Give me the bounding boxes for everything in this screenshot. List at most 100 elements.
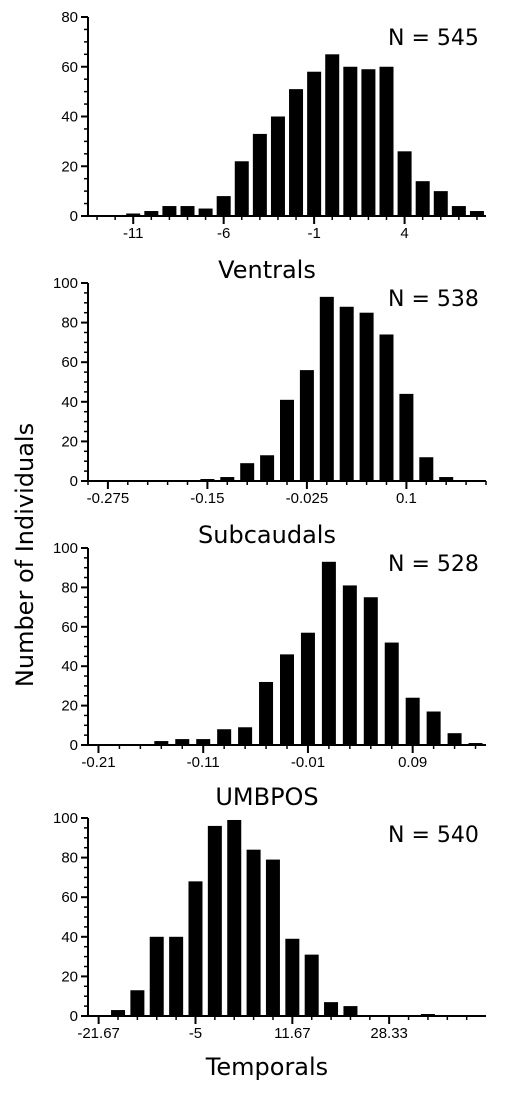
histogram-bar	[234, 161, 249, 216]
histogram-bar	[289, 89, 304, 216]
x-tick-label: 4	[400, 225, 408, 242]
histogram-panel: 0 20 40 60 80 100 -0.21 -0.11 -0.01 0.09 UMBPOS N =…	[53, 540, 486, 811]
histogram-bar	[405, 697, 420, 745]
histogram-bar	[259, 681, 274, 745]
x-axis-label: Subcaudals	[198, 521, 336, 549]
x-axis-label: Ventrals	[218, 256, 316, 284]
y-tick-label: 60	[61, 59, 78, 76]
histogram-bar	[180, 206, 195, 216]
y-tick-label: 60	[61, 889, 78, 906]
histogram-panel: 0 20 40 60 80 -11 -6 -1 4 Ventrals N = 545	[61, 9, 486, 284]
histogram-bar	[321, 561, 336, 745]
histogram-bar	[130, 990, 145, 1016]
x-tick-label: -0.01	[291, 754, 325, 771]
histogram-bar	[451, 206, 466, 216]
histogram-bar	[419, 457, 434, 481]
x-tick-label: 28.33	[370, 1025, 408, 1042]
y-tick-label: 40	[61, 394, 78, 411]
histogram-bar	[246, 849, 261, 1016]
histogram-bar	[439, 477, 454, 481]
x-tick-label: -5	[189, 1025, 202, 1042]
histogram-bar	[343, 66, 358, 216]
y-tick-label: 40	[61, 658, 78, 675]
x-tick-label: 11.67	[274, 1025, 310, 1042]
histogram-bar	[162, 206, 177, 216]
y-tick-label: 80	[61, 579, 78, 596]
y-tick-label: 60	[61, 619, 78, 636]
histogram-bar	[363, 597, 378, 745]
histogram-bar	[384, 642, 399, 745]
histogram-bar	[342, 585, 357, 745]
y-tick-label: 20	[61, 433, 78, 450]
x-tick-label: -0.15	[190, 490, 224, 507]
histogram-bar	[154, 741, 169, 745]
histogram-bar	[144, 211, 159, 216]
y-tick-label: 0	[70, 737, 78, 754]
histogram-bar	[343, 1006, 358, 1016]
x-tick-label: 0.09	[398, 754, 427, 771]
histogram-panel: 0 20 40 60 80 100 -21.67 -5 11.67 28.33 Temporals N…	[53, 810, 486, 1081]
histogram-bar	[126, 213, 141, 216]
histogram-bar	[220, 477, 235, 481]
histogram-bar	[468, 743, 483, 745]
histogram-bar	[217, 729, 232, 745]
histogram-bar	[207, 825, 222, 1016]
y-tick-label: 0	[70, 208, 78, 225]
sample-size-label: N = 528	[388, 552, 479, 577]
y-tick-label: 100	[53, 275, 78, 292]
y-axis-label: Number of Individuals	[11, 423, 39, 687]
histogram-bar	[169, 936, 184, 1016]
histogram-bar	[280, 654, 294, 745]
histogram-bar	[397, 151, 412, 216]
histogram-bar	[280, 399, 294, 481]
y-tick-label: 20	[61, 968, 78, 985]
histogram-bar	[361, 69, 376, 216]
x-tick-label: 0.1	[396, 490, 417, 507]
sample-size-label: N = 545	[388, 26, 479, 51]
histogram-bar	[433, 191, 448, 216]
x-tick-label: -6	[217, 225, 230, 242]
histogram-panels: 0 20 40 60 80 -11 -6 -1 4 Ventrals N = 545 0 20 40 60 8…	[53, 9, 487, 1081]
histogram-bar	[216, 196, 231, 216]
histogram-bar	[324, 1002, 339, 1016]
histogram-bar	[111, 1010, 126, 1016]
histogram-bar	[227, 819, 242, 1016]
y-tick-label: 0	[70, 1008, 78, 1025]
histogram-bar	[252, 133, 267, 216]
histogram-bar	[469, 211, 484, 216]
histogram-bar	[270, 116, 285, 216]
histogram-bar	[240, 463, 255, 481]
x-tick-label: -11	[123, 225, 144, 242]
histogram-bar	[175, 739, 190, 745]
histogram-bar	[238, 727, 253, 745]
histogram-bar	[285, 938, 300, 1016]
y-tick-label: 80	[61, 850, 78, 867]
sample-size-label: N = 540	[388, 823, 479, 848]
y-tick-label: 40	[61, 109, 78, 126]
sample-size-label: N = 538	[388, 287, 479, 312]
y-tick-label: 80	[61, 9, 78, 26]
histogram-bar	[265, 859, 280, 1016]
x-tick-label: -0.11	[187, 754, 220, 771]
histogram-bar	[149, 936, 164, 1016]
histogram-bar	[196, 739, 211, 745]
histogram-bar	[198, 208, 213, 216]
x-axis-label: UMBPOS	[215, 783, 318, 811]
x-tick-label: -0.025	[286, 490, 329, 507]
histogram-bar	[426, 711, 441, 745]
histogram-panel: 0 20 40 60 80 100 -0.275 -0.15 -0.025 0.1 Subcauda…	[53, 275, 487, 549]
histogram-bar	[399, 393, 414, 481]
y-tick-label: 100	[53, 810, 78, 827]
x-tick-label: -0.275	[87, 490, 130, 507]
histogram-bar	[325, 54, 340, 216]
y-tick-label: 0	[70, 473, 78, 490]
x-tick-label: -21.67	[77, 1025, 120, 1042]
histogram-bar	[188, 881, 203, 1016]
x-tick-label: -0.21	[81, 754, 115, 771]
x-axis-label: Temporals	[205, 1053, 328, 1081]
histogram-bar	[359, 312, 374, 481]
x-tick-label: -1	[307, 225, 320, 242]
histogram-bar	[300, 632, 315, 745]
y-tick-label: 60	[61, 354, 78, 371]
